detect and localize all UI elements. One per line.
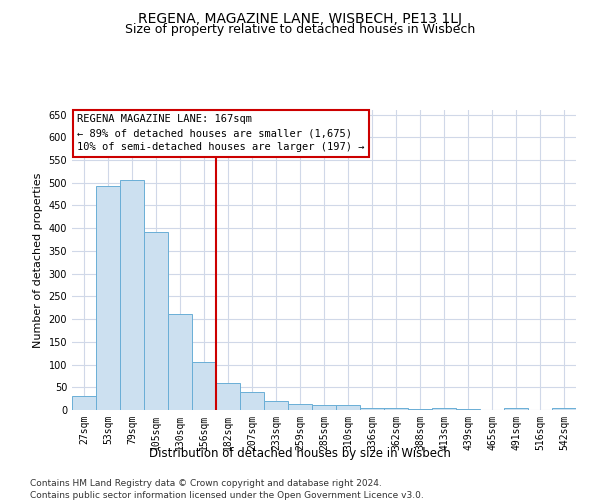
Text: REGENA, MAGAZINE LANE, WISBECH, PE13 1LJ: REGENA, MAGAZINE LANE, WISBECH, PE13 1LJ (138, 12, 462, 26)
Bar (408, 408, 432, 410)
Bar (264, 401, 288, 410)
Bar (432, 408, 456, 410)
Text: REGENA MAGAZINE LANE: 167sqm
← 89% of detached houses are smaller (1,675)
10% of: REGENA MAGAZINE LANE: 167sqm ← 89% of de… (77, 114, 365, 152)
Bar (120, 180, 144, 410)
Bar (288, 404, 312, 410)
Bar (312, 404, 336, 410)
Bar (456, 409, 480, 410)
Bar (72, 396, 96, 410)
Bar (552, 408, 576, 410)
Bar (360, 408, 384, 410)
Text: Size of property relative to detached houses in Wisbech: Size of property relative to detached ho… (125, 22, 475, 36)
Bar (168, 314, 192, 410)
Bar (240, 392, 264, 410)
Bar (96, 186, 120, 410)
Bar (336, 406, 360, 410)
Text: Contains public sector information licensed under the Open Government Licence v3: Contains public sector information licen… (30, 491, 424, 500)
Bar (384, 408, 408, 410)
Text: Distribution of detached houses by size in Wisbech: Distribution of detached houses by size … (149, 448, 451, 460)
Bar (144, 232, 168, 410)
Bar (504, 408, 528, 410)
Bar (216, 382, 240, 410)
Y-axis label: Number of detached properties: Number of detached properties (33, 172, 43, 348)
Bar (192, 362, 216, 410)
Text: Contains HM Land Registry data © Crown copyright and database right 2024.: Contains HM Land Registry data © Crown c… (30, 479, 382, 488)
